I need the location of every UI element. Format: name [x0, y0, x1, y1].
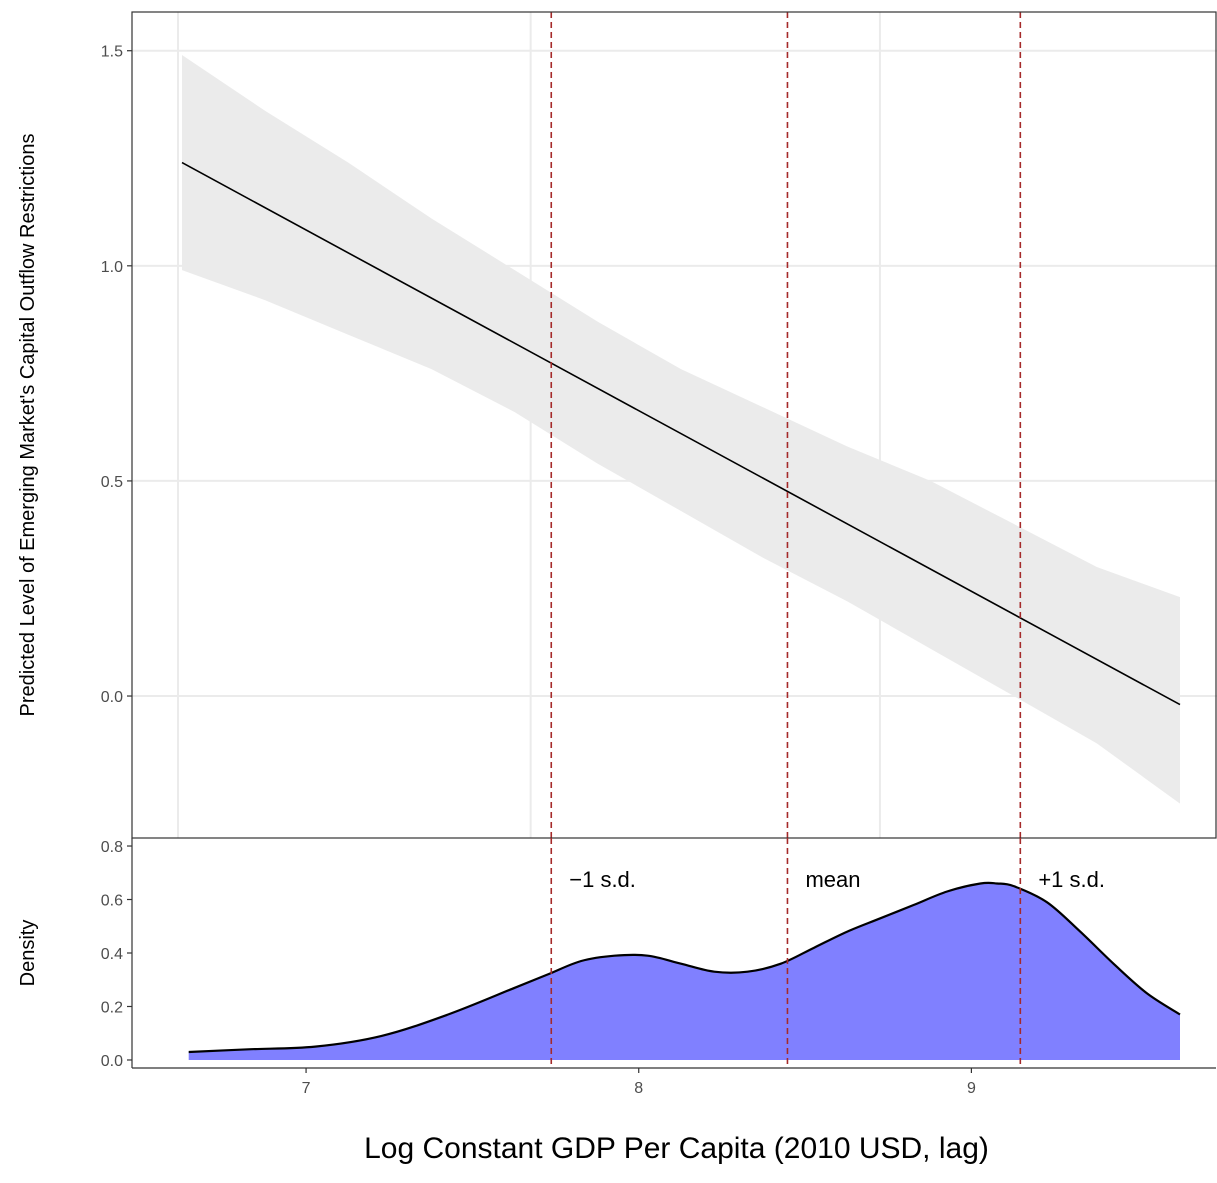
prediction-line — [181, 161, 1181, 706]
reference-label: −1 s.d. — [569, 867, 636, 892]
y-tick-label: 0.4 — [101, 946, 123, 963]
y-tick-label: 1.0 — [101, 259, 123, 276]
reference-annotations: −1 s.d. mean +1 s.d. — [569, 867, 1105, 892]
density-reference-lines — [550, 838, 1022, 1068]
reference-label: mean — [805, 867, 860, 892]
density-panel: −1 s.d. mean +1 s.d. 0.0 0.2 0.4 0.6 0.8 7 8 9 — [101, 838, 1216, 1097]
predicted-panel: 0.0 0.5 1.0 1.5 — [101, 11, 1217, 839]
reference-label: +1 s.d. — [1038, 867, 1105, 892]
density-curve — [188, 881, 1181, 1054]
x-axis: 7 8 9 — [302, 1068, 976, 1097]
x-tick-label: 7 — [302, 1080, 311, 1097]
y-tick-label: 0.0 — [101, 689, 123, 706]
predicted-y-axis-title: Predicted Level of Emerging Market's Cap… — [17, 134, 39, 717]
confidence-ribbon — [182, 55, 1180, 804]
x-tick-label: 8 — [634, 1080, 643, 1097]
y-tick-label: 0.0 — [101, 1053, 123, 1070]
x-tick-label: 9 — [967, 1080, 976, 1097]
predicted-y-axis: 0.0 0.5 1.0 1.5 — [101, 44, 132, 706]
x-axis-title: Log Constant GDP Per Capita (2010 USD, l… — [364, 1132, 989, 1165]
density-y-axis-title: Density — [17, 920, 39, 987]
y-tick-label: 0.6 — [101, 893, 123, 910]
density-y-axis: 0.0 0.2 0.4 0.6 0.8 — [101, 839, 132, 1070]
y-tick-label: 1.5 — [101, 44, 123, 61]
y-tick-label: 0.8 — [101, 839, 123, 856]
density-area — [188, 882, 1180, 1060]
y-tick-label: 0.5 — [101, 474, 123, 491]
y-tick-label: 0.2 — [101, 999, 123, 1016]
predicted-panel-border — [131, 11, 1217, 839]
predicted-reference-lines — [550, 12, 1022, 838]
